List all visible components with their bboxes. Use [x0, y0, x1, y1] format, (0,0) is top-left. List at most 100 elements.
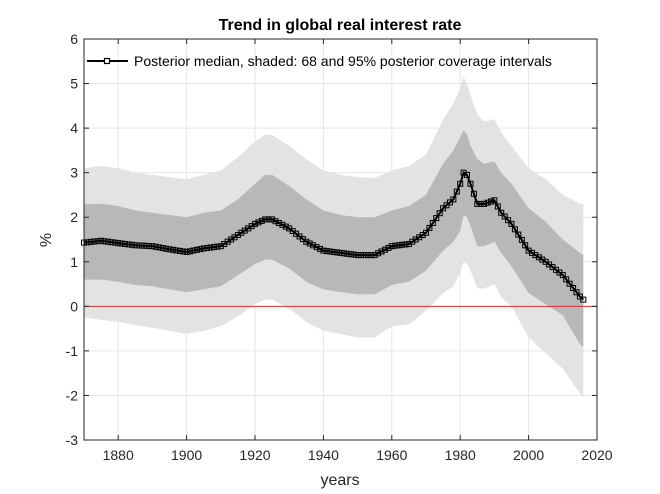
x-tick-label-1980: 1980 — [445, 447, 476, 463]
x-tick-label-1900: 1900 — [171, 447, 202, 463]
median-point-1990 — [491, 197, 498, 204]
median-point-1947 — [344, 250, 351, 257]
y-tick-label-0: 0 — [70, 298, 78, 314]
axes-box — [83, 38, 598, 441]
median-point-1879 — [111, 239, 118, 246]
x-tick-label-1960: 1960 — [376, 447, 407, 463]
median-point-1925 — [269, 216, 276, 223]
median-point-1895 — [166, 246, 173, 253]
median-point-1876 — [101, 238, 108, 245]
y-tick-label-5: 5 — [70, 76, 78, 92]
median-point-1889 — [146, 243, 152, 249]
median-point-1882 — [122, 241, 128, 247]
x-tick-label-1880: 1880 — [103, 447, 134, 463]
median-point-1927 — [275, 220, 282, 226]
median-point-1904 — [197, 246, 204, 253]
median-point-1936 — [306, 240, 313, 247]
y-tick-labels: -3 -2 -1 0 1 2 3 4 5 6 — [66, 31, 79, 448]
median-point-1900 — [183, 249, 190, 255]
median-point-1956 — [375, 250, 382, 257]
ticks — [84, 38, 598, 441]
median-point-1964 — [402, 241, 409, 248]
median-point-1892 — [156, 244, 163, 251]
median-point-1972 — [429, 220, 436, 226]
median-point-1883 — [125, 241, 132, 248]
median-point-1987 — [481, 200, 488, 207]
median-point-1995 — [508, 220, 515, 227]
legend-text: Posterior median, shaded: 68 and 95% pos… — [134, 53, 552, 69]
median-point-1960 — [388, 243, 395, 250]
y-tick-label-1: 1 — [70, 254, 78, 270]
median-point-2014 — [573, 289, 580, 296]
y-tick-label-3: 3 — [70, 165, 78, 181]
y-tick-label--3: -3 — [66, 432, 79, 448]
median-point-1903 — [193, 246, 200, 253]
median-point-1989 — [488, 198, 494, 205]
y-axis-title: % — [38, 233, 55, 247]
median-point-1906 — [204, 245, 211, 251]
median-point-1874 — [94, 238, 101, 245]
median-point-1885 — [132, 242, 139, 249]
median-point-1953 — [364, 252, 371, 259]
median-point-1948 — [347, 251, 354, 258]
median-point-1899 — [180, 248, 187, 255]
median-point-1944 — [334, 249, 341, 256]
y-tick-label-2: 2 — [70, 209, 78, 225]
median-point-1909 — [214, 243, 221, 250]
y-tick-label--1: -1 — [66, 343, 79, 359]
median-point-1959 — [385, 245, 392, 251]
median-point-1938 — [313, 244, 320, 251]
median-point-1898 — [176, 247, 183, 254]
median-point-1952 — [361, 252, 368, 259]
x-tick-label-2020: 2020 — [581, 447, 612, 463]
x-tick-label-1920: 1920 — [239, 447, 270, 463]
median-point-1962 — [395, 242, 402, 249]
median-point-1983 — [467, 180, 474, 187]
median-point-1880 — [115, 240, 122, 247]
median-point-1939 — [317, 245, 323, 252]
median-point-1991 — [494, 203, 501, 210]
median-point-1954 — [368, 252, 375, 259]
median-point-1872 — [87, 238, 94, 245]
median-point-1979 — [453, 188, 460, 195]
median-point-1982 — [464, 171, 470, 178]
median-point-1901 — [187, 248, 193, 255]
median-point-1985 — [474, 200, 481, 207]
x-tick-label-2000: 2000 — [513, 447, 544, 463]
median-point-1986 — [477, 200, 484, 207]
median-point-1996 — [511, 226, 518, 233]
median-point-1887 — [139, 242, 146, 249]
chart-title: Trend in global real interest rate — [219, 17, 462, 34]
median-point-1884 — [128, 241, 135, 248]
median-point-1963 — [399, 241, 406, 248]
median-point-1896 — [169, 246, 176, 253]
median-point-1937 — [310, 242, 317, 249]
median-point-1988 — [484, 199, 491, 206]
legend-marker-sample — [103, 57, 111, 65]
median-point-2010 — [559, 272, 566, 279]
median-point-1905 — [200, 245, 207, 252]
median-point-1951 — [358, 252, 364, 259]
median-point-1980 — [457, 180, 464, 187]
median-point-1970 — [423, 229, 429, 236]
median-point-1873 — [91, 238, 98, 245]
x-axis-title: years — [320, 472, 359, 489]
band-68-percent — [84, 130, 584, 348]
median-point-1902 — [190, 247, 197, 254]
median-point-1935 — [303, 238, 310, 245]
median-point-1929 — [282, 223, 289, 230]
y-tick-label-6: 6 — [70, 31, 78, 47]
median-point-1945 — [337, 249, 344, 256]
median-point-1875 — [98, 237, 105, 244]
median-point-1984 — [470, 190, 477, 197]
median-point-1907 — [207, 244, 214, 251]
median-point-1943 — [330, 249, 337, 255]
median-point-1922 — [258, 217, 265, 224]
median-point-1973 — [433, 215, 440, 222]
median-point-1897 — [173, 247, 180, 254]
median-point-1992 — [498, 209, 505, 216]
median-point-1891 — [152, 243, 159, 250]
median-point-1886 — [135, 242, 142, 249]
median-point-1878 — [108, 239, 115, 246]
